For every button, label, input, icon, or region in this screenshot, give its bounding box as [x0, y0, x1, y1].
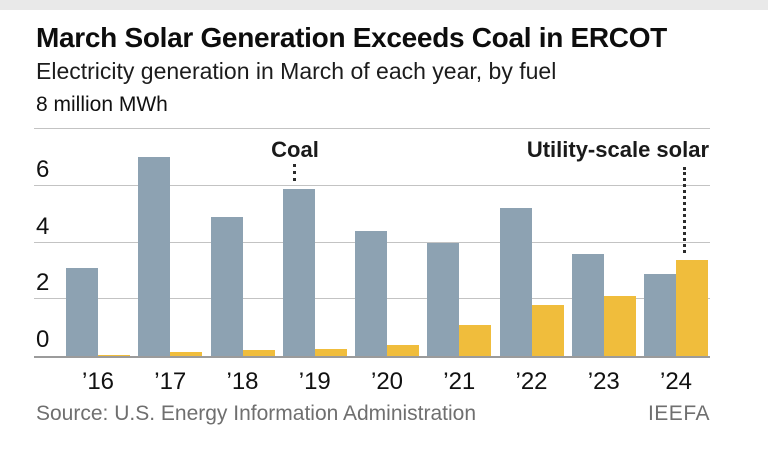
bar-solar-20	[387, 344, 419, 356]
solar-pointer-dotted-line	[683, 167, 686, 253]
y-axis-unit-label: 8 million MWh	[36, 93, 168, 116]
bar-group-18: ’18	[210, 129, 275, 395]
bar-coal-23	[571, 253, 604, 356]
gridline-8	[34, 128, 710, 129]
bar-solar-24	[676, 259, 708, 356]
bar-group-20: ’20	[355, 129, 419, 395]
bar-coal-19	[282, 188, 315, 356]
x-tick-label-22: ’22	[515, 368, 548, 395]
y-tick-label-2: 2	[36, 269, 50, 297]
bar-coal-16	[66, 268, 98, 356]
bar-solar-19	[314, 348, 347, 356]
bar-coal-22	[499, 208, 532, 356]
bar-solar-22	[531, 304, 564, 356]
y-axis-labels: 0 2 4 6	[36, 129, 66, 356]
bar-group-22: ’22	[499, 129, 564, 395]
coal-pointer-dotted-line	[293, 164, 296, 181]
bar-group-17: ’17	[138, 129, 203, 395]
x-tick-label-23: ’23	[587, 368, 620, 395]
bar-solar-23	[603, 296, 636, 356]
bar-group-19: ’19	[282, 129, 347, 395]
bar-groups: ’16 ’17 ’18 ’19 ’20 ’21 ’22 ’23 ’24	[34, 129, 710, 395]
chart-subtitle: Electricity generation in March of each …	[36, 58, 557, 84]
x-tick-label-18: ’18	[226, 368, 259, 395]
x-tick-label-17: ’17	[154, 368, 187, 395]
bar-solar-18	[242, 350, 275, 356]
coal-series-label: Coal	[271, 137, 319, 162]
x-tick-label-24: ’24	[659, 368, 693, 395]
bar-coal-20	[355, 231, 387, 356]
x-axis-line	[34, 356, 710, 358]
chart-title: March Solar Generation Exceeds Coal in E…	[36, 22, 667, 53]
x-tick-label-16: ’16	[81, 368, 115, 395]
bar-coal-21	[427, 242, 460, 356]
bar-coal-17	[138, 157, 171, 356]
plot-area: ’16 ’17 ’18 ’19 ’20 ’21 ’22 ’23 ’24	[34, 128, 710, 395]
y-tick-label-4: 4	[36, 212, 50, 240]
y-tick-label-0: 0	[36, 326, 50, 353]
bar-solar-16	[98, 354, 130, 356]
bar-coal-18	[210, 216, 243, 356]
bar-solar-17	[170, 351, 203, 356]
bar-group-23: ’23	[571, 129, 636, 395]
x-tick-label-21: ’21	[443, 368, 476, 395]
x-tick-label-20: ’20	[370, 368, 404, 395]
bar-group-21: ’21	[427, 129, 492, 395]
source-attribution: Source: U.S. Energy Information Administ…	[36, 402, 477, 425]
bar-coal-24	[644, 273, 676, 356]
solar-series-label: Utility-scale solar	[526, 137, 709, 162]
bar-group-16: ’16	[66, 129, 130, 395]
y-tick-label-6: 6	[36, 155, 50, 183]
gridline-6	[34, 184, 710, 186]
x-tick-label-19: ’19	[298, 368, 331, 395]
top-edge-strip	[0, 0, 768, 10]
bar-group-24: ’24	[644, 129, 708, 395]
bar-solar-21	[459, 324, 492, 356]
ieefa-credit: IEEFA	[647, 402, 710, 425]
